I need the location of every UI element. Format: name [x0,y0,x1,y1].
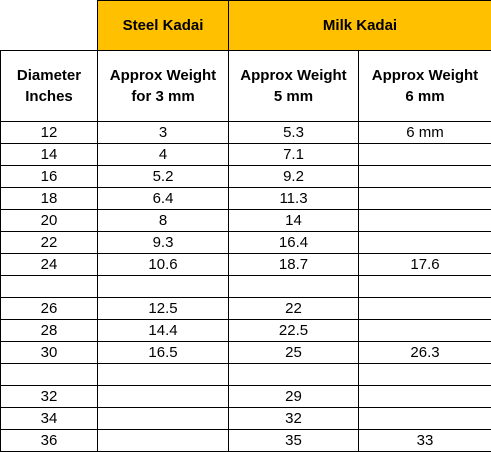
data-row: 22 9.3 16.4 [0,231,491,254]
cell: 3 [97,121,229,144]
cell: 8 [97,209,229,232]
cell: 4 [97,143,229,166]
cell: 5.2 [97,165,229,188]
data-row: 36 35 33 [0,429,491,452]
cell [358,319,491,342]
cell [358,187,491,210]
column-header: Approx Weight 6 mm [358,50,491,122]
data-row: 26 12.5 22 [0,297,491,320]
cell: 18.7 [228,253,359,276]
cell [358,407,491,430]
cell: 20 [0,209,98,232]
cell: 22.5 [228,319,359,342]
column-header: Approx Weight for 3 mm [97,50,229,122]
header-line: Approx Weight [240,67,347,84]
cell: 26 [0,297,98,320]
data-row: 14 4 7.1 [0,143,491,166]
cell: 5.3 [228,121,359,144]
data-row: 30 16.5 25 26.3 [0,341,491,364]
cell [228,275,359,298]
cell: 29 [228,385,359,408]
cell [97,407,229,430]
cell [358,231,491,254]
cell: 16.4 [228,231,359,254]
cell: 36 [0,429,98,452]
header-line: Inches [25,88,73,105]
cell: 14 [0,143,98,166]
cell: 10.6 [97,253,229,276]
cell [358,297,491,320]
data-row [0,275,491,298]
cell [0,275,98,298]
group-header: Steel Kadai [97,0,229,51]
group-header-row: Steel Kadai Milk Kadai [0,0,491,51]
data-row: 16 5.2 9.2 [0,165,491,188]
cell [358,165,491,188]
header-line: 6 mm [405,88,445,105]
cell [228,363,359,386]
cell: 34 [0,407,98,430]
cell: 17.6 [358,253,491,276]
cell: 18 [0,187,98,210]
cell [97,385,229,408]
cell: 12 [0,121,98,144]
cell: 6.4 [97,187,229,210]
header-line: 5 mm [273,88,314,105]
cell [358,363,491,386]
data-row: 32 29 [0,385,491,408]
cell: 7.1 [228,143,359,166]
header-line: Approx Weight [371,67,479,84]
cell: 32 [0,385,98,408]
cell: 9.3 [97,231,229,254]
column-header: Approx Weight 5 mm [228,50,359,122]
cell: 12.5 [97,297,229,320]
cell [97,275,229,298]
header-row: Diameter Inches Approx Weight for 3 mm Appro… [0,50,491,122]
data-row: 24 10.6 18.7 17.6 [0,253,491,276]
cell: 32 [228,407,359,430]
data-row: 34 32 [0,407,491,430]
cell: 28 [0,319,98,342]
cell: 35 [228,429,359,452]
cell: 11.3 [228,187,359,210]
cell [358,275,491,298]
cell [358,385,491,408]
cell [358,209,491,232]
cell: 30 [0,341,98,364]
cell [97,363,229,386]
header-line: for 3 mm [131,88,195,105]
cell: 6 mm [358,121,491,144]
cell: 16 [0,165,98,188]
header-line: Approx Weight [109,67,217,84]
cell: 25 [228,341,359,364]
data-row: 20 8 14 [0,209,491,232]
cell: 14 [228,209,359,232]
cell [97,429,229,452]
cell: 22 [228,297,359,320]
column-header: Diameter Inches [0,50,98,122]
cell: 26.3 [358,341,491,364]
cell [358,143,491,166]
cell: 16.5 [97,341,229,364]
cell [0,363,98,386]
header-line: Diameter [16,67,82,84]
cell: 9.2 [228,165,359,188]
group-header: Milk Kadai [228,0,491,51]
data-row: 18 6.4 11.3 [0,187,491,210]
data-row: 12 3 5.3 6 mm [0,121,491,144]
cell: 22 [0,231,98,254]
data-row: 28 14.4 22.5 [0,319,491,342]
cell: 24 [0,253,98,276]
data-row [0,363,491,386]
cell: 33 [358,429,491,452]
empty-cell [0,0,98,51]
cell: 14.4 [97,319,229,342]
